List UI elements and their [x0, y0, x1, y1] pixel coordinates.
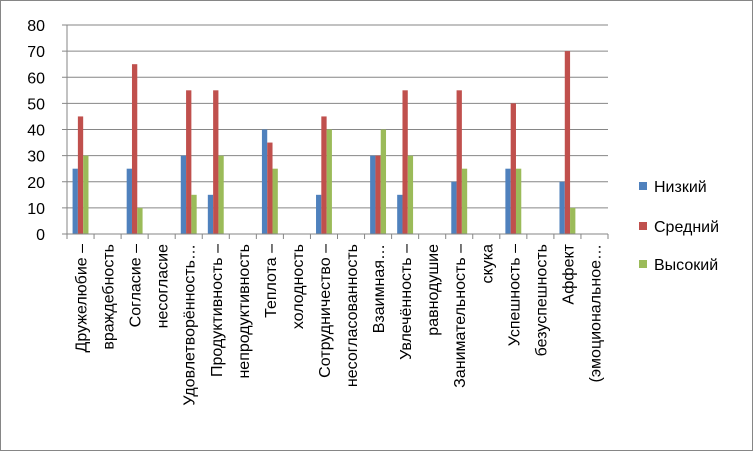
bar	[83, 155, 89, 234]
bar	[461, 168, 468, 234]
bar	[261, 129, 268, 234]
y-tick-label: 0	[36, 227, 45, 244]
bar	[180, 155, 187, 234]
x-tick-label: несогласованность	[344, 244, 361, 387]
bar	[402, 90, 408, 234]
legend-label: Средний	[654, 219, 719, 236]
y-tick-label: 50	[27, 96, 45, 113]
x-tick-label: Взаимная…	[371, 244, 388, 333]
bar	[131, 64, 138, 234]
bar	[570, 207, 576, 234]
bar	[321, 116, 327, 234]
bar	[186, 90, 192, 234]
x-tick-label: непродуктивность	[236, 244, 253, 379]
bar	[267, 142, 273, 234]
bar	[451, 181, 457, 234]
x-tick-label: Удовлетворённость…	[182, 244, 199, 406]
x-tick-label: скука	[479, 244, 496, 284]
x-tick-label: Сотрудничество –	[317, 244, 334, 378]
bar	[191, 194, 197, 234]
bar	[559, 181, 565, 234]
bar	[370, 155, 376, 234]
legend-swatch	[639, 182, 647, 190]
bar	[510, 103, 516, 234]
y-tick-label: 80	[27, 18, 45, 35]
legend: Низкий Средний Высокий	[639, 179, 719, 274]
bar	[207, 194, 214, 234]
bar	[126, 168, 132, 234]
bar	[213, 90, 219, 234]
bar	[72, 168, 78, 234]
x-tick-label: Занимательность –	[452, 244, 469, 388]
bar	[77, 116, 84, 234]
x-tick-label: равнодушие	[425, 244, 442, 336]
y-tick-label: 30	[27, 149, 45, 166]
x-tick-label: Увлечённость –	[398, 244, 415, 360]
bar	[564, 51, 571, 234]
legend-label: Низкий	[654, 179, 707, 196]
legend-swatch	[639, 260, 647, 268]
legend-label: Высокий	[654, 257, 718, 274]
x-tick-label: Аффект	[560, 243, 577, 304]
y-tick-label: 70	[27, 44, 45, 61]
x-tick-label: Теплота –	[263, 244, 280, 318]
bar	[407, 155, 414, 234]
y-tick-label: 10	[27, 201, 45, 218]
x-tick-label: Дружелюбие –	[74, 244, 91, 353]
bar	[375, 155, 381, 234]
x-tick-label: (эмоциональное…	[587, 244, 604, 382]
bar	[326, 129, 332, 234]
x-tick-label: Согласие –	[128, 244, 145, 327]
x-tick-label: враждебность	[101, 244, 118, 350]
gridlines	[67, 24, 608, 235]
bars	[72, 51, 576, 234]
bar	[272, 168, 278, 234]
bar	[380, 129, 387, 234]
legend-swatch	[639, 222, 647, 230]
bar	[218, 155, 224, 234]
axes	[62, 24, 609, 239]
x-tick-label: Успешность –	[506, 244, 523, 346]
x-tick-label: несогласие	[155, 244, 172, 328]
bar	[397, 194, 403, 234]
y-tick-label: 40	[27, 123, 45, 140]
bar	[515, 168, 522, 234]
y-axis-tick-labels: 0 10 20 30 40 50 60 70 80	[27, 18, 45, 244]
bar	[456, 90, 462, 234]
bar	[316, 194, 322, 234]
x-tick-label: Продуктивность –	[209, 244, 226, 377]
x-tick-label: безуспешность	[533, 244, 550, 356]
bar	[137, 207, 143, 234]
y-tick-label: 60	[27, 70, 45, 87]
x-axis-tick-labels: Дружелюбие – враждебность Согласие – несогл…	[74, 243, 605, 405]
bar	[505, 168, 511, 234]
x-tick-label: холодность	[290, 244, 307, 329]
y-tick-label: 20	[27, 175, 45, 192]
